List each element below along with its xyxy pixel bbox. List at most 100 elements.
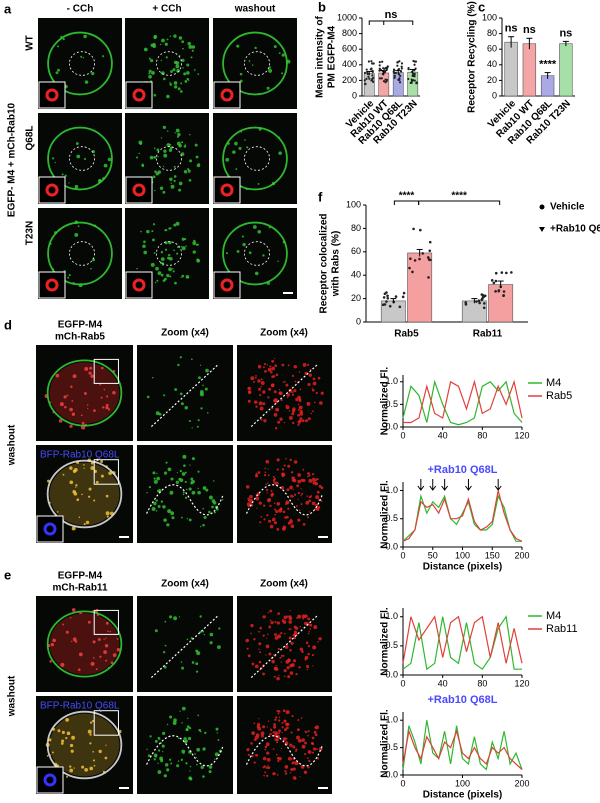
puncta (293, 476, 296, 479)
bar-dot (398, 305, 402, 309)
puncta (254, 271, 259, 276)
bar-dot (464, 301, 468, 304)
puncta (302, 468, 305, 471)
puncta (273, 725, 277, 729)
y-axis-label: Normalized Fl. (380, 480, 391, 549)
row-label: T23N (25, 221, 36, 245)
puncta (276, 468, 279, 471)
puncta (179, 469, 182, 473)
puncta (154, 755, 157, 758)
bar-dot (378, 77, 382, 80)
puncta (248, 251, 252, 255)
puncta (143, 47, 148, 52)
puncta (208, 495, 213, 500)
puncta (282, 654, 285, 657)
puncta (262, 254, 265, 257)
puncta (297, 479, 302, 484)
puncta (180, 276, 182, 279)
puncta (197, 714, 200, 717)
puncta (116, 637, 119, 640)
puncta (298, 405, 303, 410)
bar-dot (475, 300, 478, 303)
puncta (204, 387, 208, 391)
puncta (187, 736, 192, 741)
puncta (178, 181, 183, 186)
bar-dot (412, 59, 415, 63)
puncta (103, 163, 108, 168)
puncta (301, 492, 304, 495)
puncta (169, 275, 172, 278)
puncta (291, 409, 296, 413)
bar-dot (367, 60, 371, 63)
bar-dot (382, 80, 386, 83)
puncta (92, 640, 96, 644)
puncta (262, 366, 265, 369)
puncta (104, 644, 109, 648)
puncta (78, 516, 81, 519)
puncta (280, 399, 283, 402)
puncta (286, 502, 289, 505)
significance-bracket (418, 200, 501, 205)
puncta (202, 747, 206, 751)
puncta (164, 763, 169, 767)
cell-body (49, 462, 120, 526)
puncta (105, 637, 107, 640)
puncta (286, 722, 290, 727)
series-line (403, 379, 523, 424)
line-scan (150, 614, 220, 679)
puncta (176, 252, 179, 255)
puncta (105, 621, 109, 625)
arrow (417, 479, 425, 491)
zoom-label: Zoom (x4) (161, 328, 209, 339)
inset-signal (132, 278, 146, 292)
puncta (172, 270, 175, 273)
puncta (274, 364, 278, 368)
bar-dot (384, 81, 387, 84)
puncta (297, 409, 300, 411)
puncta (213, 511, 216, 514)
puncta (171, 516, 175, 520)
puncta (153, 479, 158, 484)
puncta (292, 488, 294, 491)
puncta (262, 725, 266, 729)
puncta (283, 464, 286, 467)
puncta (77, 225, 80, 228)
puncta (205, 488, 209, 492)
puncta (51, 751, 54, 754)
bar-dot (494, 279, 498, 283)
puncta (275, 665, 278, 667)
membrane (222, 126, 288, 191)
bar-dot (380, 77, 383, 80)
puncta (277, 420, 281, 424)
puncta (306, 495, 309, 497)
puncta (225, 252, 228, 255)
puncta (175, 64, 180, 69)
puncta (143, 250, 148, 255)
puncta (191, 661, 195, 664)
bar-dot (413, 73, 416, 76)
puncta (69, 480, 74, 485)
puncta (271, 407, 274, 410)
puncta (187, 168, 190, 171)
y-tick-label: 1.0 (385, 715, 398, 725)
puncta (195, 155, 199, 159)
puncta (239, 72, 243, 76)
puncta (266, 774, 269, 778)
y-tick-label: 100 (482, 12, 497, 22)
puncta (157, 749, 161, 752)
puncta (105, 403, 109, 407)
puncta (189, 464, 191, 466)
puncta (175, 221, 180, 226)
puncta (272, 517, 276, 522)
puncta (188, 179, 192, 182)
puncta (264, 467, 266, 470)
bar-dot (385, 291, 388, 294)
puncta (278, 388, 281, 391)
puncta (317, 376, 321, 380)
puncta (221, 499, 224, 501)
series-line (402, 615, 522, 671)
zoom-label: Zoom (x4) (260, 328, 308, 339)
puncta (169, 715, 173, 719)
puncta (197, 419, 200, 422)
